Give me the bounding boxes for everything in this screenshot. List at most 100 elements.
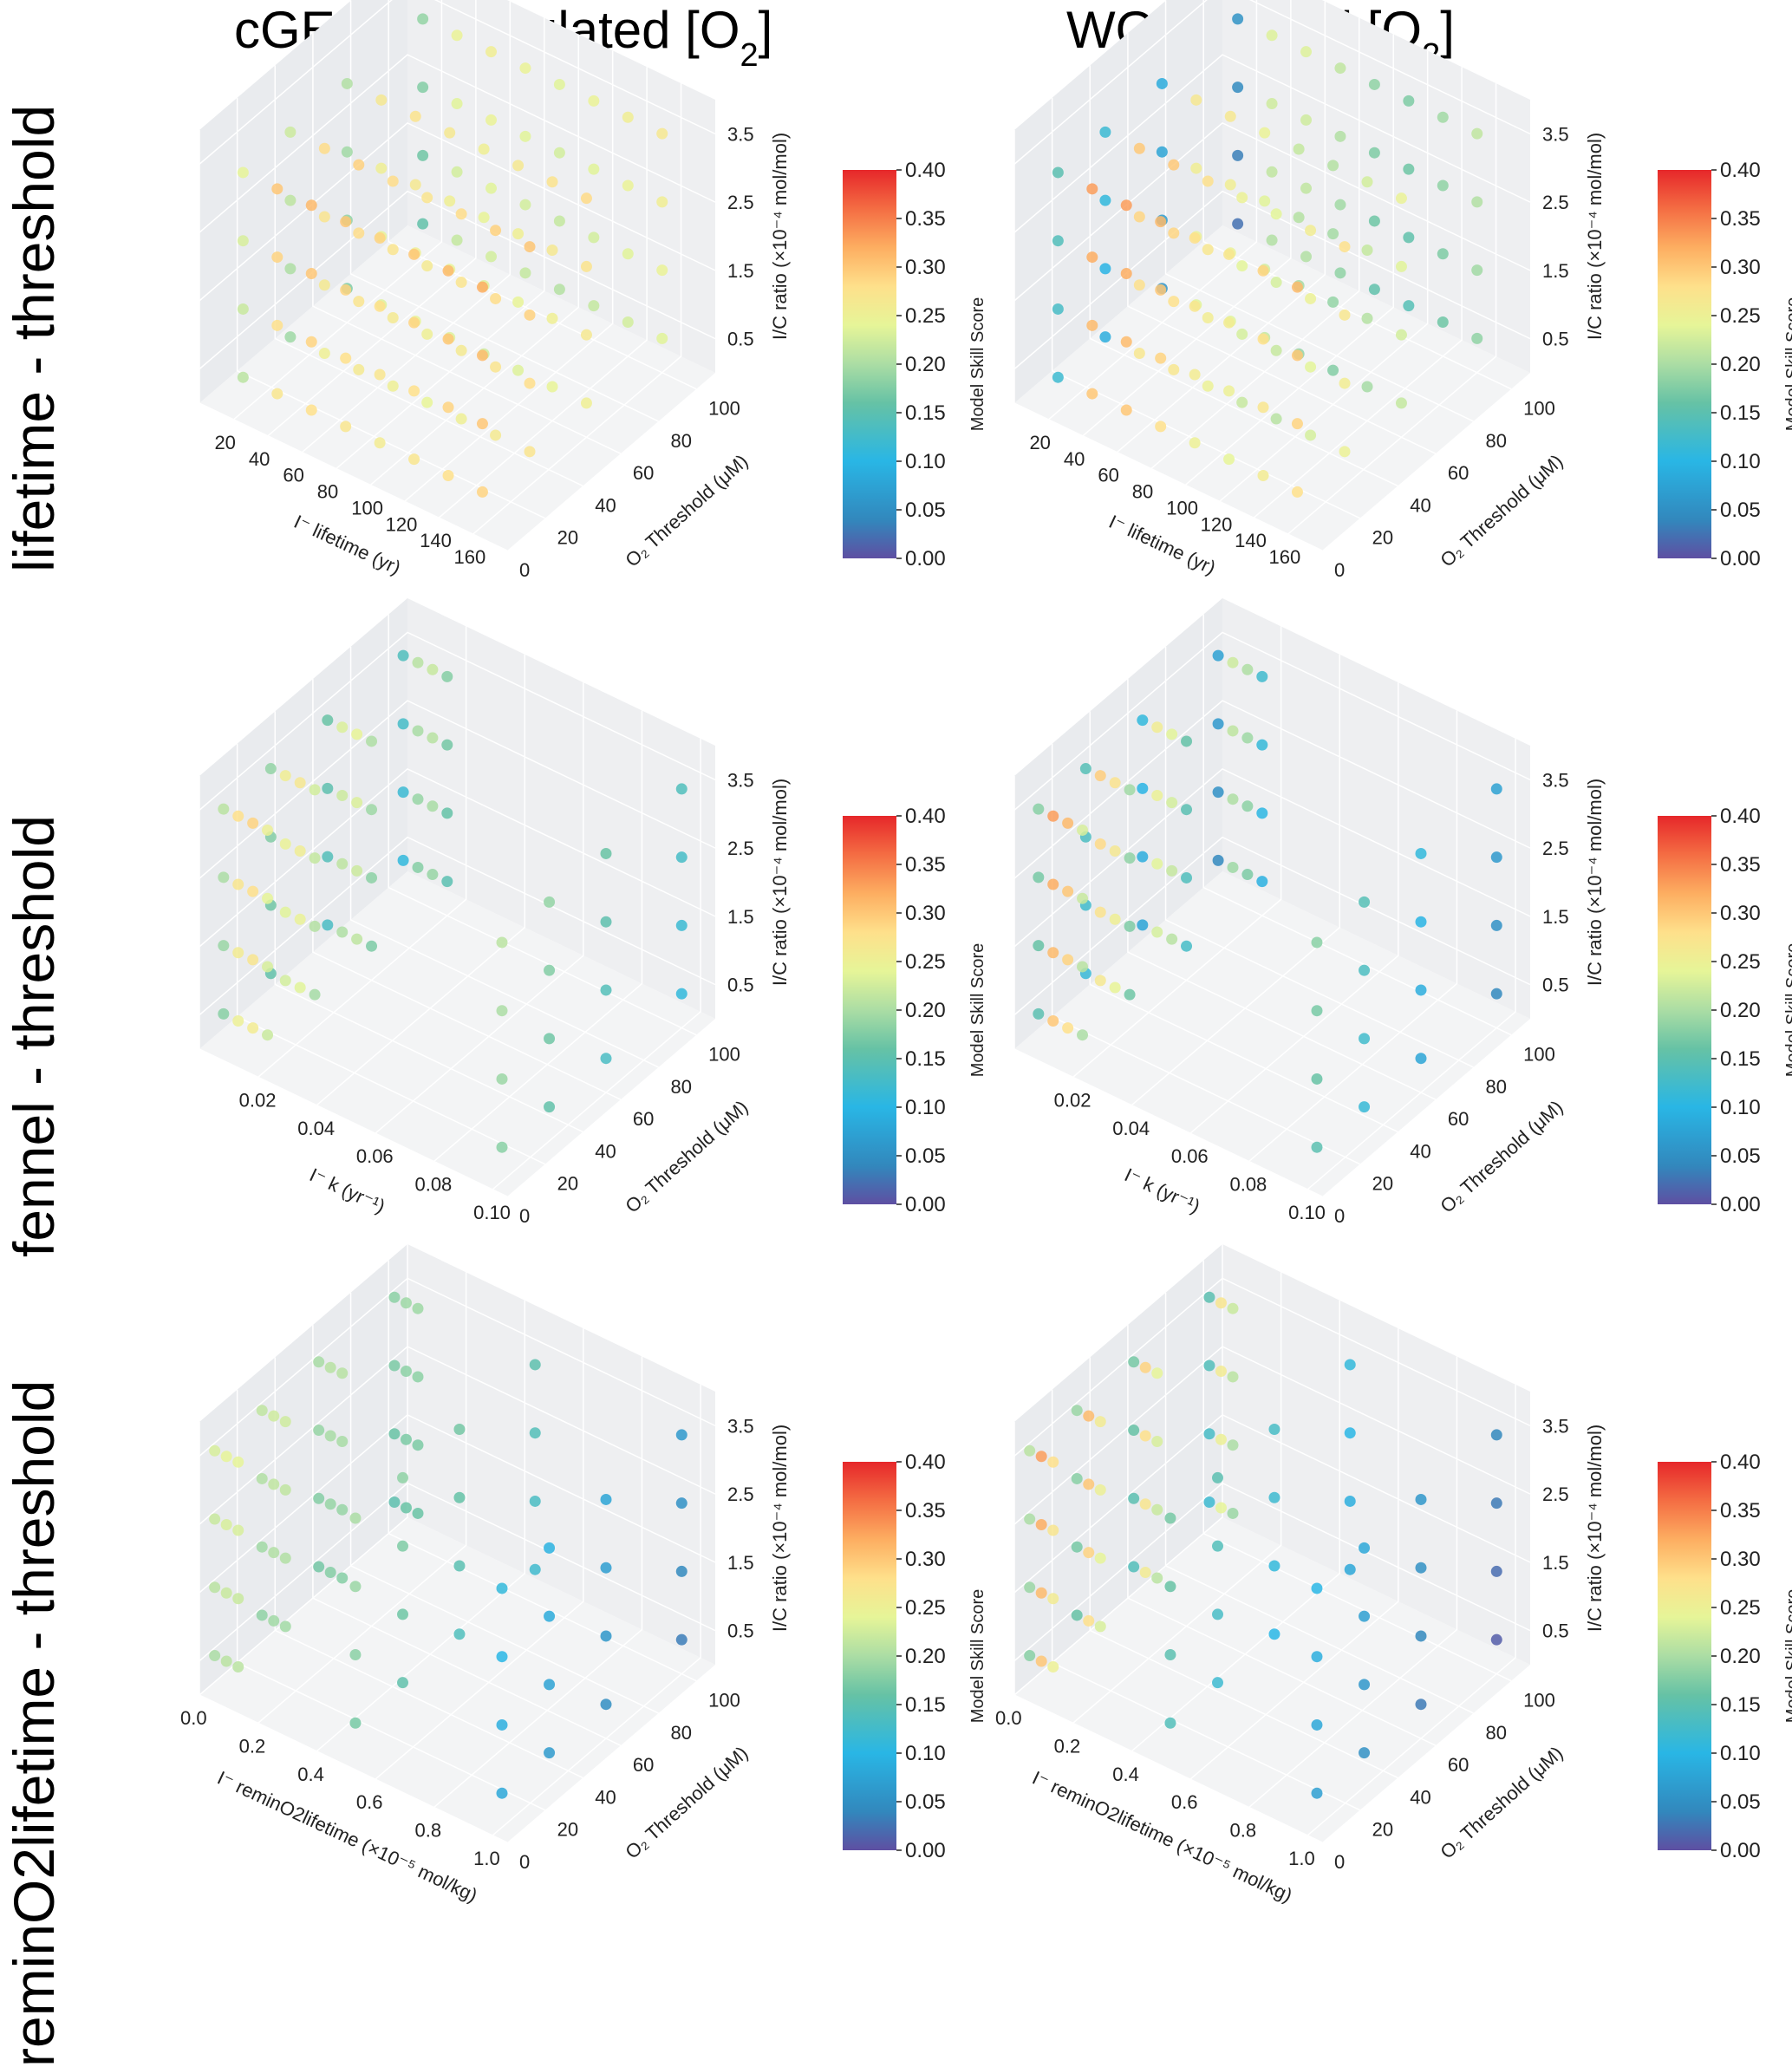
data-point	[1270, 344, 1282, 356]
y-tick-label: 100	[1523, 1044, 1555, 1066]
x-tick-label: 60	[1098, 465, 1118, 486]
gridline-x	[232, 0, 443, 421]
data-point	[427, 869, 439, 881]
x-tick-label: 40	[1064, 448, 1085, 470]
data-point	[313, 1356, 325, 1368]
data-point	[284, 331, 296, 343]
gridline-x	[375, 682, 584, 1134]
data-point	[1035, 1587, 1047, 1599]
data-point	[1052, 371, 1064, 383]
colorbar-tick-label: 0.10	[1720, 450, 1761, 473]
data-point	[351, 933, 363, 945]
data-point	[1189, 232, 1201, 245]
data-point	[1490, 1429, 1502, 1441]
pane-left	[1014, 598, 1222, 1049]
gridline-z	[1013, 54, 1531, 233]
data-point	[1033, 803, 1045, 815]
z-tick-label: 1.5	[1542, 906, 1569, 928]
y-tick-label: 80	[671, 1076, 692, 1098]
data-point	[451, 98, 463, 110]
data-point	[1359, 1747, 1371, 1759]
data-point	[1094, 838, 1106, 850]
x-tick-label: 0.10	[1288, 1202, 1326, 1223]
data-point	[1223, 248, 1235, 260]
colorbar-tick-label: 0.25	[1720, 304, 1761, 328]
y-tick-label: 40	[595, 1786, 616, 1808]
data-point	[1293, 212, 1305, 224]
gridline-x	[1184, 34, 1394, 486]
data-point	[318, 142, 330, 154]
gridline-x	[199, 1244, 408, 1696]
data-point	[580, 192, 592, 205]
gridline-x	[1013, 1244, 1223, 1696]
data-point	[412, 656, 424, 668]
data-point	[232, 1593, 244, 1605]
gridline-y	[1202, 614, 1512, 1036]
data-point	[1137, 851, 1149, 863]
data-point	[1155, 421, 1167, 433]
data-point	[1139, 1567, 1151, 1579]
data-point	[340, 284, 352, 296]
data-point	[1062, 954, 1074, 966]
data-point	[1181, 735, 1193, 747]
data-point	[1327, 296, 1339, 308]
data-point	[1124, 988, 1136, 1001]
data-point	[1047, 878, 1059, 890]
data-point	[309, 988, 321, 1001]
data-point	[1311, 1005, 1323, 1017]
data-point	[1151, 926, 1163, 938]
data-point	[1236, 192, 1248, 204]
data-point	[656, 332, 668, 344]
data-point	[485, 46, 498, 58]
data-point	[271, 388, 283, 400]
colorbar-tick-label: 0.00	[1720, 1193, 1761, 1216]
data-point	[400, 1502, 412, 1514]
panels-container: 204060801001201401600204060801000.51.52.…	[180, 0, 1792, 1907]
data-point	[1415, 847, 1427, 859]
data-point	[476, 486, 488, 498]
colorbar-tick-label: 0.40	[905, 159, 946, 182]
colorbar-tick-label: 0.15	[1720, 1693, 1761, 1717]
data-point	[1202, 175, 1214, 187]
z-tick-label: 3.5	[727, 769, 754, 791]
data-point	[1236, 260, 1248, 272]
pane-back	[1222, 1244, 1530, 1665]
z-tick-label: 3.5	[727, 123, 754, 145]
data-point	[1156, 146, 1168, 158]
data-point	[1181, 804, 1193, 816]
colorbar-label: Model Skill Score	[968, 297, 987, 432]
gridline-z	[1013, 631, 1531, 811]
x-tick-label: 20	[1029, 432, 1050, 453]
data-point	[675, 1565, 687, 1577]
colorbar-tick-label: 0.35	[1720, 853, 1761, 877]
data-point	[544, 1033, 556, 1045]
data-point	[1079, 763, 1091, 775]
data-point	[1259, 127, 1271, 139]
data-point	[336, 789, 349, 801]
gridline-x	[433, 1356, 643, 1809]
data-point	[1035, 1519, 1047, 1531]
gridline-z	[199, 631, 716, 811]
data-point	[1033, 871, 1045, 884]
y-tick-label: 60	[633, 1754, 654, 1776]
data-point	[496, 936, 508, 949]
data-point	[1268, 1491, 1280, 1503]
data-point	[408, 316, 420, 329]
colorbar-tick-label: 0.30	[905, 902, 946, 925]
data-point	[421, 396, 433, 408]
data-point	[324, 1567, 336, 1579]
y-tick-label: 80	[1486, 1076, 1507, 1098]
data-point	[1189, 300, 1201, 312]
data-point	[397, 649, 409, 662]
data-point	[340, 352, 352, 364]
data-point	[1212, 1608, 1224, 1620]
data-point	[455, 413, 467, 425]
data-point	[388, 1496, 401, 1508]
z-tick-label: 1.5	[727, 906, 754, 928]
x-tick-label: 0.02	[239, 1089, 277, 1111]
colorbar-tick-label: 0.10	[1720, 1742, 1761, 1765]
pane-back	[407, 0, 715, 373]
y-tick-label: 20	[557, 527, 578, 549]
data-point	[264, 763, 277, 775]
data-point	[1368, 284, 1380, 296]
